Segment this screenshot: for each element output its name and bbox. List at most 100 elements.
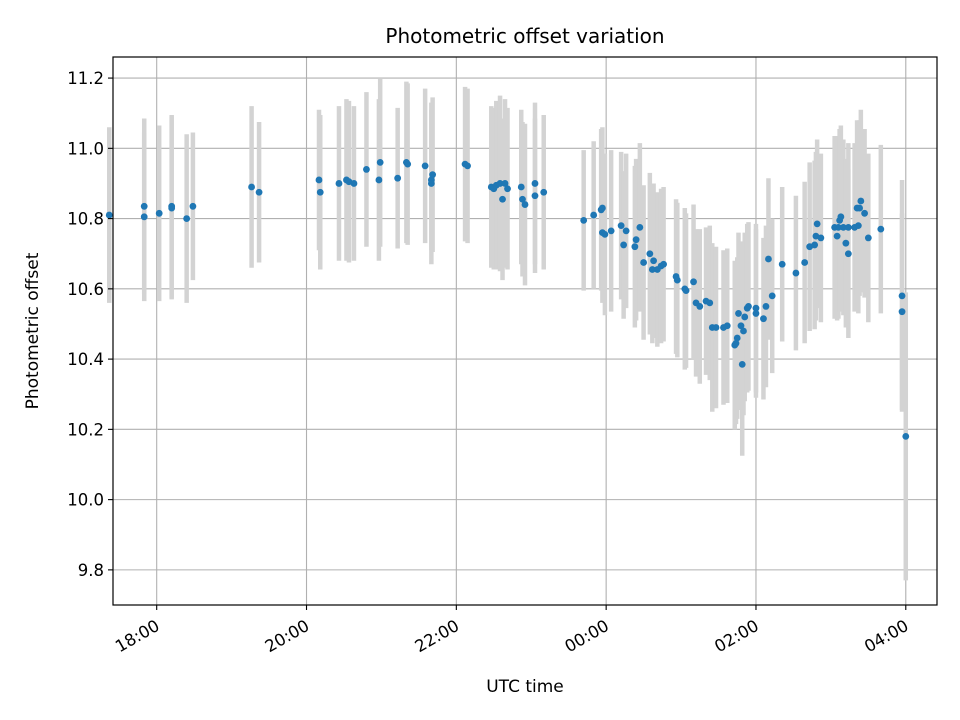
data-point [765, 255, 772, 263]
data-point [315, 176, 323, 184]
y-tick-label: 10.0 [67, 491, 104, 510]
data-point [811, 241, 819, 249]
data-point [752, 310, 760, 317]
data-point [682, 287, 690, 295]
data-point [778, 260, 786, 268]
data-point [168, 204, 176, 212]
data-point [712, 324, 720, 331]
data-point [762, 303, 770, 310]
data-point [496, 180, 504, 187]
data-point [898, 308, 906, 316]
data-point [350, 180, 358, 187]
data-point [617, 222, 625, 230]
data-point [519, 195, 526, 203]
x-tick-label: 22:00 [412, 616, 463, 656]
data-point [723, 322, 731, 330]
y-tick-label: 10.6 [67, 280, 104, 299]
data-point [636, 223, 644, 231]
data-point [741, 313, 749, 321]
data-point [650, 257, 657, 265]
x-tick-label: 20:00 [262, 616, 313, 656]
data-point [745, 303, 752, 310]
data-point [817, 234, 825, 242]
data-point [620, 241, 628, 249]
data-point [813, 220, 821, 228]
data-point [738, 360, 746, 368]
data-point [404, 160, 412, 168]
data-point [580, 216, 588, 224]
x-axis-title: UTC time [486, 677, 564, 697]
data-point [733, 334, 741, 342]
data-point [646, 250, 654, 258]
data-point [140, 202, 148, 210]
data-point [732, 339, 740, 347]
data-point [429, 171, 437, 179]
data-point [856, 204, 863, 212]
data-point [375, 176, 383, 184]
data-point [898, 292, 906, 300]
data-point [837, 213, 845, 221]
data-point [842, 239, 850, 247]
data-point [531, 192, 539, 200]
data-point [631, 243, 639, 251]
data-point [155, 209, 163, 217]
data-point [183, 215, 191, 222]
y-tick-label: 10.8 [67, 210, 104, 229]
data-point [839, 223, 847, 231]
error-bars [107, 78, 909, 581]
data-point [394, 174, 402, 182]
data-point [140, 213, 148, 221]
data-point [316, 188, 324, 196]
data-point [834, 223, 842, 231]
data-point [427, 180, 435, 187]
data-point [504, 185, 511, 193]
x-tick-label: 02:00 [711, 616, 762, 656]
data-point [792, 269, 800, 277]
data-point [902, 432, 910, 440]
y-tick-label: 11.0 [67, 139, 104, 158]
data-point [854, 222, 862, 230]
data-point [696, 303, 704, 310]
chart-title: Photometric offset variation [385, 24, 664, 48]
y-tick-label: 9.8 [78, 561, 104, 580]
data-point [660, 260, 667, 268]
data-point [531, 180, 539, 187]
data-point [517, 183, 525, 191]
data-point [760, 315, 767, 323]
data-point [499, 195, 506, 203]
data-point [857, 197, 865, 205]
data-point [844, 250, 852, 258]
data-point [464, 162, 471, 170]
x-axis: 18:00 20:00 22:00 00:00 02:00 04:00 [112, 605, 912, 656]
data-point [861, 209, 868, 217]
data-point [740, 327, 747, 335]
data-point [632, 236, 640, 244]
data-point [421, 162, 429, 170]
data-point [248, 183, 255, 191]
y-tick-label: 11.2 [67, 69, 104, 88]
x-tick-label: 00:00 [561, 616, 612, 656]
data-point [864, 234, 872, 242]
data-point [673, 276, 681, 284]
data-point [601, 230, 609, 238]
plot-frame [112, 56, 938, 606]
data-point [335, 180, 343, 187]
data-point [189, 202, 197, 210]
data-point [521, 201, 529, 208]
data-point [105, 211, 113, 219]
data-point [255, 188, 263, 196]
data-point [540, 188, 548, 196]
data-point [768, 292, 776, 300]
data-point [599, 204, 606, 212]
y-tick-label: 10.2 [67, 420, 104, 439]
data-point [690, 278, 697, 286]
data-point [706, 299, 714, 307]
y-tick-label: 10.4 [67, 350, 104, 369]
data-points [105, 158, 910, 440]
data-point [833, 232, 841, 240]
data-point [607, 227, 615, 235]
data-point [752, 304, 760, 312]
data-point [801, 259, 809, 266]
data-point [590, 211, 598, 219]
